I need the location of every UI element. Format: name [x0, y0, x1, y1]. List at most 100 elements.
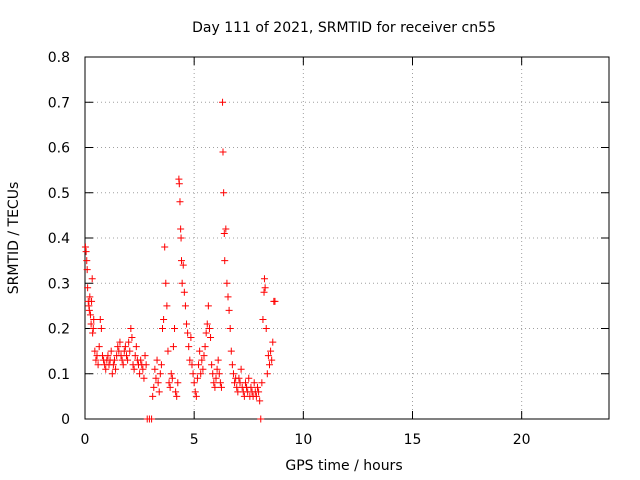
y-tick-label: 0.4 — [48, 231, 70, 247]
y-tick-label: 0.5 — [48, 186, 70, 202]
data-point — [94, 361, 102, 369]
data-point — [130, 365, 138, 373]
data-point — [213, 365, 221, 373]
data-point — [215, 370, 223, 378]
x-tick-label: 20 — [513, 432, 531, 448]
data-point — [247, 383, 255, 391]
data-point — [142, 361, 150, 369]
data-point — [261, 284, 269, 292]
data-point — [222, 225, 230, 233]
data-point — [186, 356, 194, 364]
y-tick-label: 0.7 — [48, 95, 70, 111]
data-point — [181, 302, 189, 310]
grid-lines — [85, 57, 609, 419]
data-point — [116, 338, 124, 346]
data-point — [141, 352, 149, 360]
data-point — [256, 397, 264, 405]
data-point — [110, 356, 118, 364]
data-point — [107, 347, 115, 355]
data-point — [163, 302, 171, 310]
data-point — [161, 243, 169, 251]
data-point — [178, 257, 186, 265]
data-point — [245, 374, 253, 382]
axis-ticks: 0 0.1 0.2 0.3 0.4 0.5 0.6 0.7 0.8 0 5 10 15 20 — [48, 50, 609, 448]
data-point — [268, 356, 276, 364]
data-point — [255, 388, 263, 396]
y-tick-label: 0.1 — [48, 367, 70, 383]
x-tick-label: 5 — [190, 432, 199, 448]
data-point — [102, 365, 110, 373]
data-point — [220, 229, 228, 237]
data-point — [104, 352, 112, 360]
data-point — [271, 297, 279, 305]
data-point — [128, 334, 136, 342]
data-point — [220, 189, 228, 197]
data-point — [119, 361, 127, 369]
data-point — [131, 352, 139, 360]
data-point — [86, 293, 94, 301]
data-point — [127, 325, 135, 332]
data-point — [89, 329, 97, 337]
data-point — [264, 352, 272, 360]
data-point — [157, 361, 165, 369]
data-point — [175, 180, 183, 188]
data-point — [91, 347, 99, 355]
data-point — [152, 374, 160, 382]
y-tick-label: 0.6 — [48, 141, 70, 157]
data-point — [173, 392, 181, 400]
data-point — [87, 320, 95, 328]
y-axis-label: SRMTID / TECUs — [6, 182, 22, 295]
data-point — [177, 234, 185, 242]
data-point — [156, 370, 164, 378]
data-point — [184, 329, 192, 337]
data-point — [85, 306, 93, 314]
data-point — [197, 370, 205, 378]
data-point — [137, 356, 145, 364]
data-point — [229, 370, 237, 378]
data-point — [203, 320, 211, 328]
data-point — [83, 257, 91, 265]
data-point — [172, 388, 180, 396]
data-point — [164, 347, 172, 355]
data-point — [219, 98, 227, 106]
data-point — [108, 370, 116, 378]
data-point — [214, 356, 222, 364]
data-point — [82, 248, 90, 256]
data-point — [211, 383, 219, 391]
data-point — [169, 343, 177, 351]
data-point — [122, 352, 130, 360]
data-point — [81, 243, 89, 251]
data-point — [171, 325, 179, 332]
data-point — [190, 379, 198, 387]
data-point — [200, 352, 208, 360]
data-point — [204, 302, 212, 310]
data-point — [179, 261, 187, 269]
data-point — [90, 315, 98, 323]
data-point — [114, 343, 122, 351]
x-tick-label: 10 — [294, 432, 312, 448]
data-point — [185, 343, 193, 351]
data-point — [84, 284, 92, 292]
data-point — [237, 365, 245, 373]
data-point — [191, 388, 199, 396]
data-point — [195, 361, 203, 369]
data-point — [225, 306, 233, 314]
data-point — [205, 325, 213, 332]
data-point — [150, 383, 158, 391]
data-point — [154, 379, 162, 387]
data-point — [228, 361, 236, 369]
data-point — [160, 315, 168, 323]
data-point — [241, 379, 249, 387]
chart-title: Day 111 of 2021, SRMTID for receiver cn5… — [192, 20, 496, 36]
data-point — [227, 347, 235, 355]
y-tick-label: 0.8 — [48, 50, 70, 66]
data-point — [257, 415, 265, 423]
data-point — [167, 370, 175, 378]
data-point — [253, 383, 261, 391]
data-point — [263, 370, 271, 378]
data-point — [149, 392, 157, 400]
data-point — [260, 275, 268, 283]
data-point — [96, 315, 104, 323]
data-point — [198, 356, 206, 364]
